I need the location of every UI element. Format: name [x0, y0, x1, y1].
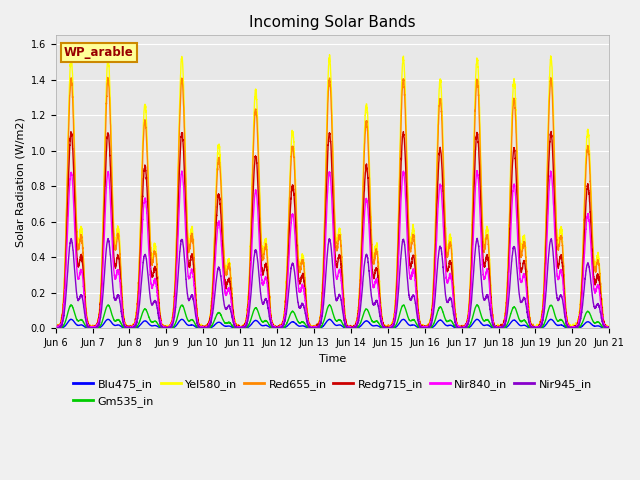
Nir840_in [473, 168, 481, 174]
Nir840_in [576, 312, 584, 318]
Yel580_in [576, 304, 584, 310]
Yel580_in [118, 289, 126, 295]
Yel580_in [605, 325, 613, 331]
Gm535_in [52, 325, 60, 331]
Yel580_in [52, 325, 60, 331]
Red655_in [576, 304, 584, 310]
Nir840_in [398, 177, 406, 182]
Red655_in [552, 210, 559, 216]
Gm535_in [118, 322, 125, 328]
Yel580_in [554, 240, 562, 246]
Redg715_in [576, 311, 584, 317]
Nir840_in [552, 252, 559, 258]
Redg715_in [118, 300, 126, 306]
Gm535_in [576, 324, 584, 330]
Y-axis label: Solar Radiation (W/m2): Solar Radiation (W/m2) [15, 117, 25, 247]
Redg715_in [398, 138, 406, 144]
Nir840_in [264, 287, 271, 292]
Nir840_in [554, 276, 562, 282]
Blu475_in [264, 323, 272, 329]
Yel580_in [399, 65, 406, 71]
Redg715_in [52, 325, 60, 331]
Blu475_in [52, 325, 60, 331]
Nir945_in [474, 235, 481, 241]
Blu475_in [552, 321, 559, 327]
X-axis label: Time: Time [319, 354, 346, 363]
Text: WP_arable: WP_arable [64, 46, 134, 59]
Nir840_in [52, 325, 60, 331]
Redg715_in [52, 325, 60, 331]
Line: Redg715_in: Redg715_in [56, 132, 609, 328]
Red655_in [605, 324, 613, 330]
Nir945_in [264, 303, 271, 309]
Yel580_in [52, 324, 60, 330]
Nir840_in [605, 325, 613, 331]
Red655_in [52, 325, 60, 331]
Blu475_in [576, 324, 584, 330]
Legend: Blu475_in, Gm535_in, Yel580_in, Red655_in, Redg715_in, Nir840_in, Nir945_in: Blu475_in, Gm535_in, Yel580_in, Red655_i… [68, 375, 596, 411]
Red655_in [52, 325, 60, 331]
Line: Nir945_in: Nir945_in [56, 238, 609, 328]
Red655_in [399, 86, 406, 92]
Nir840_in [52, 325, 60, 331]
Line: Nir840_in: Nir840_in [56, 171, 609, 328]
Line: Red655_in: Red655_in [56, 78, 609, 328]
Yel580_in [326, 52, 333, 58]
Yel580_in [552, 200, 559, 205]
Blu475_in [399, 317, 406, 323]
Blu475_in [52, 325, 60, 331]
Red655_in [104, 75, 111, 81]
Nir945_in [398, 241, 406, 247]
Blu475_in [554, 323, 562, 328]
Line: Blu475_in: Blu475_in [56, 319, 609, 328]
Blu475_in [605, 325, 613, 331]
Blu475_in [118, 324, 126, 330]
Redg715_in [264, 277, 271, 283]
Redg715_in [547, 129, 555, 134]
Redg715_in [605, 325, 613, 331]
Nir945_in [554, 297, 562, 303]
Gm535_in [398, 303, 406, 309]
Nir945_in [576, 319, 584, 325]
Red655_in [118, 295, 126, 301]
Blu475_in [67, 316, 75, 322]
Gm535_in [552, 314, 559, 320]
Redg715_in [552, 233, 559, 239]
Title: Incoming Solar Bands: Incoming Solar Bands [249, 15, 416, 30]
Gm535_in [326, 302, 333, 308]
Nir945_in [52, 325, 60, 331]
Line: Yel580_in: Yel580_in [56, 55, 609, 328]
Line: Gm535_in: Gm535_in [56, 305, 609, 328]
Gm535_in [605, 325, 613, 331]
Nir945_in [605, 325, 613, 331]
Redg715_in [554, 265, 562, 271]
Red655_in [554, 244, 562, 250]
Yel580_in [264, 258, 271, 264]
Red655_in [264, 266, 272, 272]
Nir840_in [118, 305, 126, 311]
Gm535_in [264, 319, 271, 325]
Nir945_in [118, 312, 125, 318]
Gm535_in [554, 318, 562, 324]
Nir945_in [552, 283, 559, 289]
